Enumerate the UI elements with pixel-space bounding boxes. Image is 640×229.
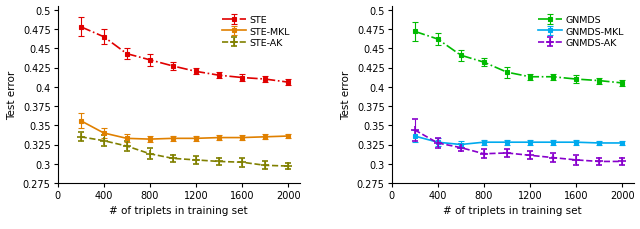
Legend: GNMDS, GNMDS-MKL, GNMDS-AK: GNMDS, GNMDS-MKL, GNMDS-AK xyxy=(534,12,629,53)
Y-axis label: Test error: Test error xyxy=(7,71,17,120)
Legend: STE, STE-MKL, STE-AK: STE, STE-MKL, STE-AK xyxy=(218,12,295,53)
X-axis label: # of triplets in training set: # of triplets in training set xyxy=(444,206,582,215)
X-axis label: # of triplets in training set: # of triplets in training set xyxy=(109,206,248,215)
Y-axis label: Test error: Test error xyxy=(341,71,351,120)
